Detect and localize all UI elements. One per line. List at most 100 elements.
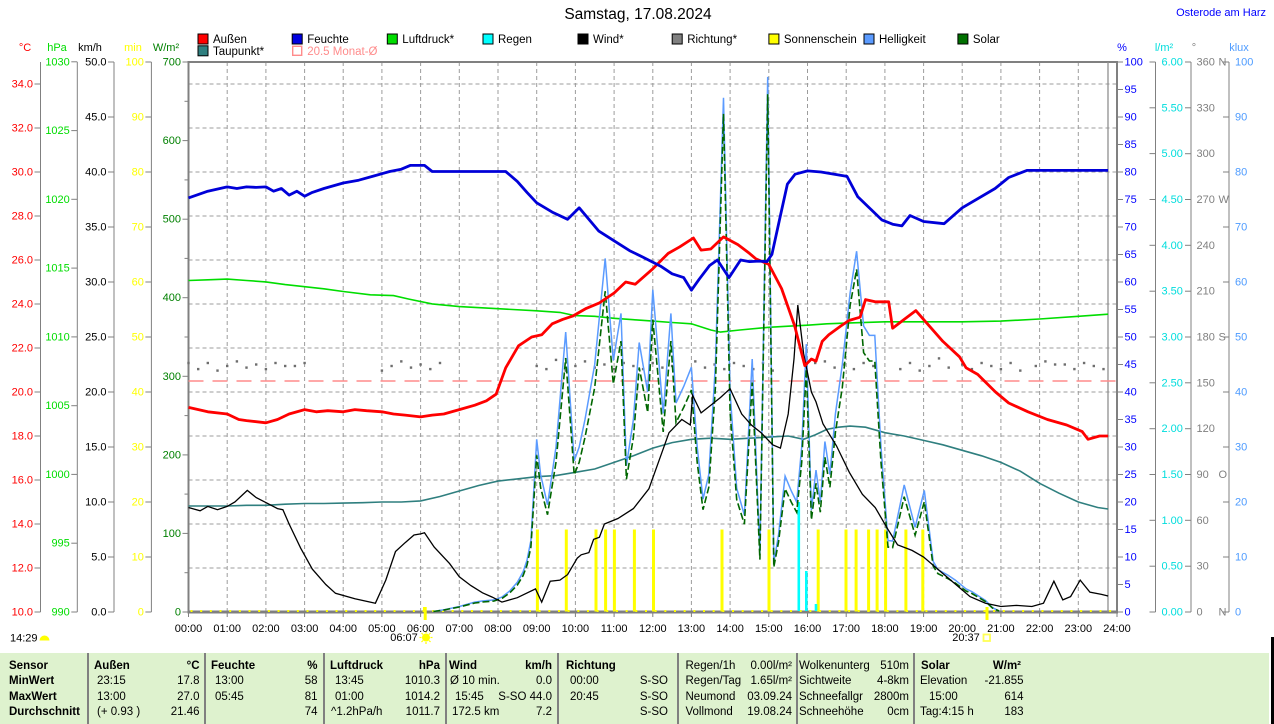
- svg-text:360: 360: [1197, 57, 1215, 69]
- svg-text:Osterode am Harz: Osterode am Harz: [1176, 7, 1266, 19]
- svg-text:04:00: 04:00: [329, 623, 357, 635]
- svg-text:2.50: 2.50: [1162, 377, 1183, 389]
- svg-text:Taupunkt*: Taupunkt*: [213, 46, 265, 58]
- svg-text:34.0: 34.0: [12, 79, 33, 91]
- svg-text:60: 60: [1197, 515, 1209, 527]
- svg-text:l/m²: l/m²: [1155, 42, 1174, 54]
- svg-text:40.0: 40.0: [85, 167, 106, 179]
- svg-text:90: 90: [1125, 112, 1137, 124]
- svg-text:1005: 1005: [45, 400, 69, 412]
- svg-text:01:00: 01:00: [213, 623, 241, 635]
- svg-text:10:00: 10:00: [562, 623, 590, 635]
- svg-text:70: 70: [1125, 222, 1137, 234]
- svg-text:5.0: 5.0: [91, 552, 106, 564]
- svg-text:45.0: 45.0: [85, 112, 106, 124]
- svg-text:50: 50: [1235, 332, 1247, 344]
- svg-text:18:00: 18:00: [871, 623, 899, 635]
- svg-text:20:00: 20:00: [948, 623, 976, 635]
- svg-text:70: 70: [132, 222, 144, 234]
- svg-text:330: 330: [1197, 102, 1215, 114]
- svg-text:3.00: 3.00: [1162, 332, 1183, 344]
- svg-text:55: 55: [1125, 304, 1137, 316]
- svg-text:100: 100: [1235, 57, 1253, 69]
- svg-text:N: N: [1219, 607, 1227, 619]
- svg-text:10: 10: [1235, 552, 1247, 564]
- svg-text:60: 60: [1235, 277, 1247, 289]
- svg-text:995: 995: [51, 538, 69, 550]
- svg-text:0: 0: [1235, 607, 1241, 619]
- svg-text:0: 0: [138, 607, 144, 619]
- svg-text:10: 10: [132, 552, 144, 564]
- svg-text:120: 120: [1197, 423, 1215, 435]
- svg-text:40: 40: [132, 387, 144, 399]
- svg-text:400: 400: [163, 292, 181, 304]
- svg-text:14.0: 14.0: [12, 519, 33, 531]
- svg-text:4.50: 4.50: [1162, 194, 1183, 206]
- svg-text:S: S: [1219, 332, 1226, 344]
- svg-text:13:00: 13:00: [678, 623, 706, 635]
- svg-text:20.0: 20.0: [85, 387, 106, 399]
- svg-text:80: 80: [1235, 167, 1247, 179]
- svg-text:50.0: 50.0: [85, 57, 106, 69]
- svg-text:30.0: 30.0: [12, 167, 33, 179]
- svg-text:35: 35: [1125, 414, 1137, 426]
- svg-text:Sonnenschein: Sonnenschein: [784, 34, 857, 46]
- svg-text:0: 0: [1125, 607, 1131, 619]
- svg-text:1025: 1025: [45, 125, 69, 137]
- svg-text:20.5 Monat-Ø: 20.5 Monat-Ø: [307, 46, 377, 58]
- svg-text:1000: 1000: [45, 469, 69, 481]
- svg-text:0.00: 0.00: [1162, 607, 1183, 619]
- svg-text:0: 0: [175, 607, 181, 619]
- svg-text:26.0: 26.0: [12, 255, 33, 267]
- svg-text:Luftdruck*: Luftdruck*: [402, 34, 454, 46]
- svg-text:km/h: km/h: [78, 42, 102, 54]
- svg-text:1015: 1015: [45, 263, 69, 275]
- svg-text:990: 990: [51, 607, 69, 619]
- svg-text:%: %: [1117, 42, 1127, 54]
- svg-text:N: N: [1219, 57, 1227, 69]
- svg-text:32.0: 32.0: [12, 123, 33, 135]
- svg-text:5.50: 5.50: [1162, 102, 1183, 114]
- svg-text:30: 30: [1235, 442, 1247, 454]
- svg-text:12:00: 12:00: [639, 623, 667, 635]
- svg-text:6.00: 6.00: [1162, 57, 1183, 69]
- svg-text:12.0: 12.0: [12, 563, 33, 575]
- svg-text:1010: 1010: [45, 331, 69, 343]
- svg-text:90: 90: [132, 112, 144, 124]
- svg-text:0.0: 0.0: [91, 607, 106, 619]
- svg-text:2.00: 2.00: [1162, 423, 1183, 435]
- svg-text:180: 180: [1197, 332, 1215, 344]
- svg-text:19:00: 19:00: [910, 623, 938, 635]
- svg-text:30: 30: [1125, 442, 1137, 454]
- svg-text:30: 30: [132, 442, 144, 454]
- svg-text:min: min: [124, 42, 142, 54]
- svg-text:200: 200: [163, 449, 181, 461]
- svg-text:Helligkeit: Helligkeit: [879, 34, 926, 46]
- svg-text:°C: °C: [19, 42, 31, 54]
- svg-text:0.50: 0.50: [1162, 561, 1183, 573]
- svg-text:03:00: 03:00: [291, 623, 319, 635]
- svg-text:Wind*: Wind*: [593, 34, 624, 46]
- svg-text:85: 85: [1125, 139, 1137, 151]
- svg-text:00:00: 00:00: [175, 623, 203, 635]
- svg-text:1020: 1020: [45, 194, 69, 206]
- svg-text:°: °: [1192, 42, 1196, 54]
- svg-text:90: 90: [1197, 469, 1209, 481]
- svg-text:20: 20: [1125, 497, 1137, 509]
- svg-text:150: 150: [1197, 377, 1215, 389]
- svg-text:300: 300: [163, 371, 181, 383]
- svg-text:10: 10: [1125, 552, 1137, 564]
- svg-text:30: 30: [1197, 561, 1209, 573]
- svg-text:06:00: 06:00: [407, 623, 435, 635]
- svg-text:02:00: 02:00: [252, 623, 280, 635]
- svg-text:16:00: 16:00: [794, 623, 822, 635]
- svg-text:50: 50: [1125, 332, 1137, 344]
- svg-text:5: 5: [1125, 579, 1131, 591]
- svg-text:1030: 1030: [45, 56, 69, 68]
- svg-text:10.0: 10.0: [85, 497, 106, 509]
- svg-text:45: 45: [1125, 359, 1137, 371]
- svg-text:210: 210: [1197, 286, 1215, 298]
- svg-text:14:29: 14:29: [10, 633, 38, 645]
- svg-text:23:00: 23:00: [1065, 623, 1093, 635]
- svg-text:100: 100: [1125, 57, 1143, 69]
